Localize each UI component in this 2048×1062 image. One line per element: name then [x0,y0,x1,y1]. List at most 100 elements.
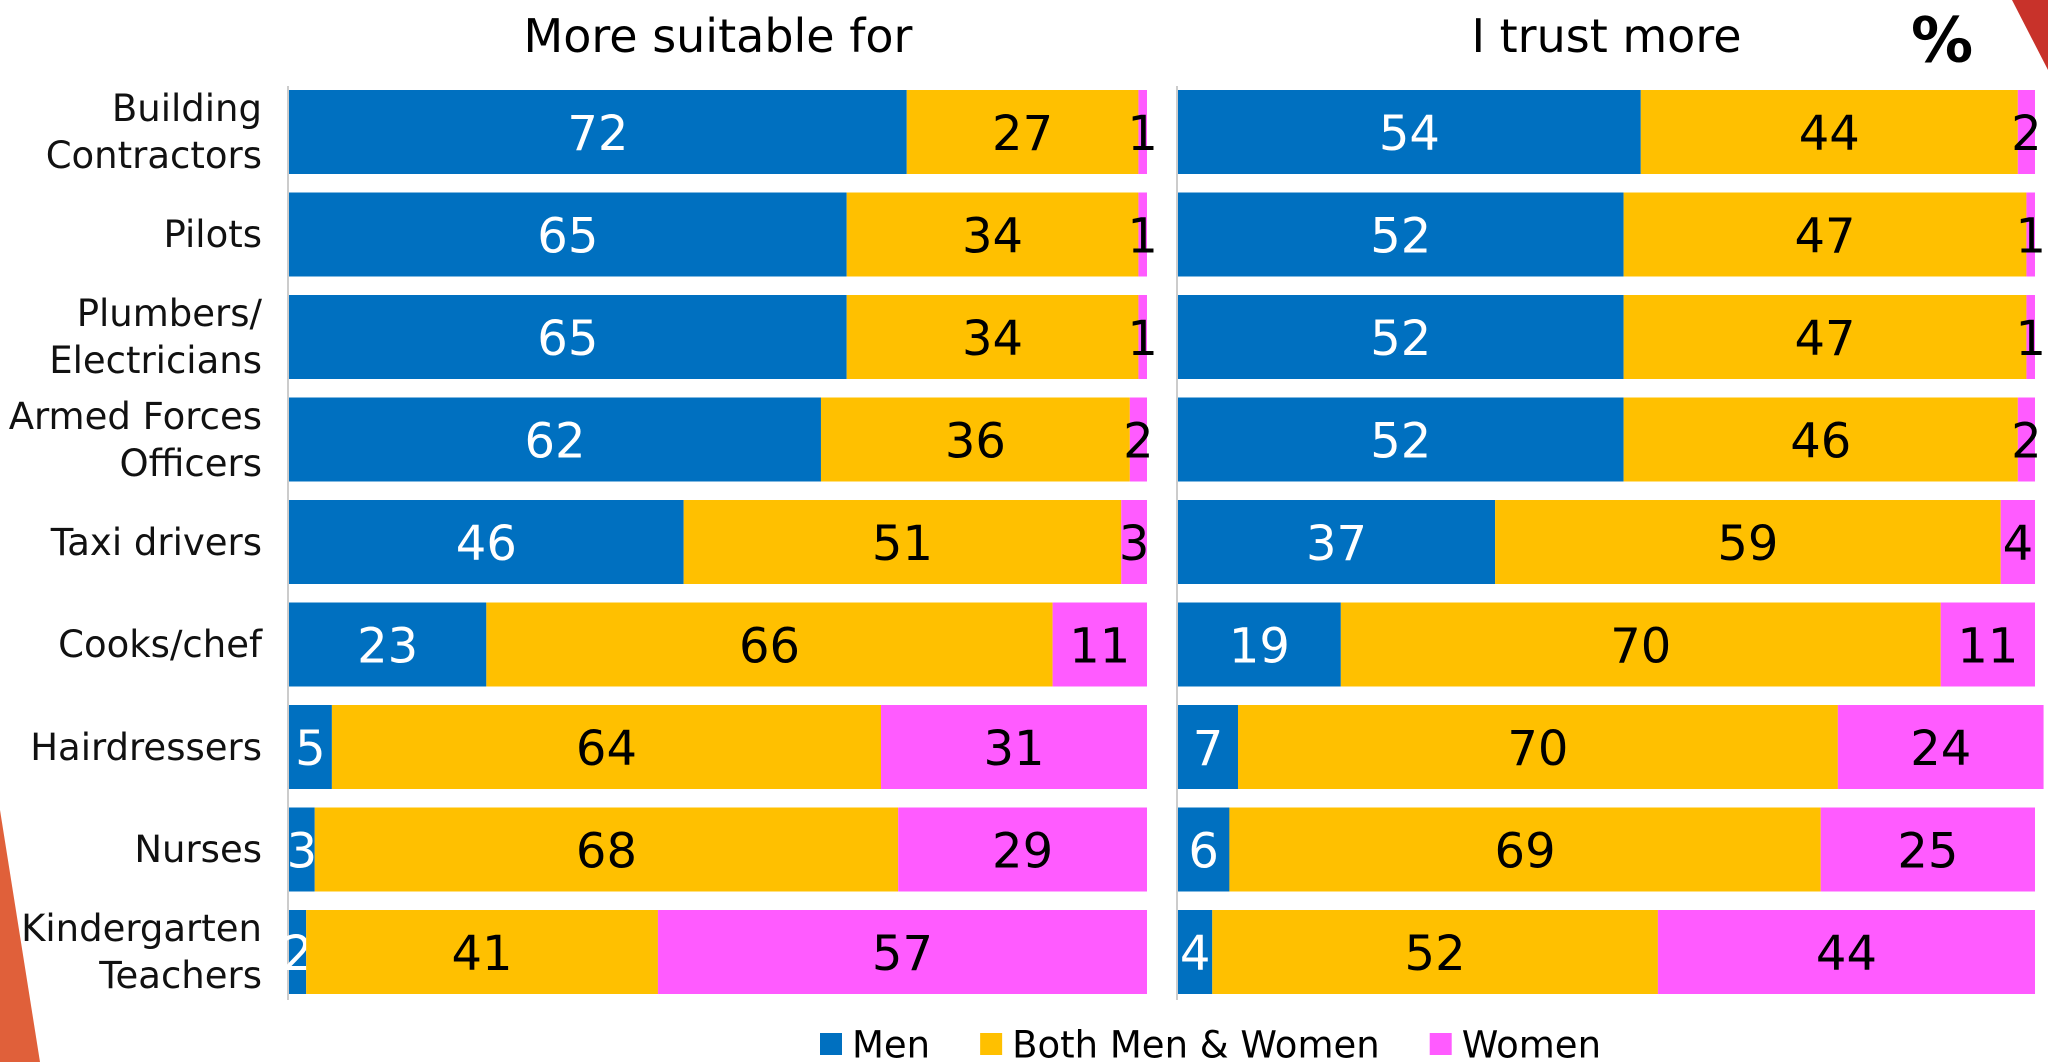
data-label: 3 [1119,516,1150,572]
bar-segment [1940,602,2035,687]
bar-segment [657,910,1147,994]
data-label: 2 [2011,414,2042,470]
bar-segment [1640,90,2018,174]
bar-segment [289,807,315,892]
data-label: 5 [295,721,326,777]
data-label: 41 [452,926,513,982]
bar-segment [1623,397,2018,482]
data-label: 65 [537,311,598,367]
bar-segment [289,602,487,687]
bar-segment [1623,192,2027,277]
data-label: 68 [576,824,637,880]
data-label: 3 [287,824,318,880]
bar-segment [1623,295,2027,379]
data-label: 6 [1188,824,1219,880]
data-label: 7 [1193,721,1224,777]
data-label: 44 [1799,106,1860,162]
bar-segment [1495,500,2001,584]
legend-label: Women [1462,1024,1601,1062]
legend-swatch [1429,1033,1452,1055]
bar-segment [1178,500,1496,584]
data-label: 31 [983,721,1044,777]
data-label: 62 [524,414,585,470]
data-label: 52 [1370,311,1431,367]
bar-segment [1178,602,1341,687]
bar-segment [1229,807,1821,892]
data-label: 1 [1127,311,1158,367]
data-label: 34 [962,311,1023,367]
data-label: 46 [1790,414,1851,470]
data-label: 37 [1306,516,1367,572]
bar-segment [683,500,1122,584]
bar-segment [289,910,307,994]
bar-segment [1121,500,1147,584]
bar-segment [1178,705,1238,789]
bar-segment [1340,602,1941,687]
bar-segment [898,807,1147,892]
category-label: Cooks/chef [58,623,262,666]
category-label: Building Contractors [45,87,262,177]
bar-segment [2000,500,2035,584]
bar-segment [486,602,1053,687]
bar-segment [2026,295,2035,379]
bar-segment [331,705,882,789]
category-label: Armed Forces Officers [8,394,262,485]
bar-segment [846,295,1139,379]
data-label: 19 [1229,619,1290,675]
data-label: 1 [1127,106,1158,162]
decoration [0,810,40,1062]
bar-segment [1178,910,1213,994]
data-label: 69 [1495,824,1556,880]
bar-segment [906,90,1139,174]
data-label: 36 [945,414,1006,470]
bar-segment [1178,90,1641,174]
data-label: 46 [456,516,517,572]
bar-segment [1138,192,1147,277]
data-label: 25 [1897,824,1958,880]
legend-swatch [820,1033,842,1055]
data-label: 24 [1910,721,1971,777]
decoration [2012,0,2048,70]
category-label: Hairdressers [30,725,262,769]
bar-segment [1237,705,1838,789]
bar-segment [289,705,332,789]
data-label: 27 [992,106,1053,162]
bar-segment [881,705,1147,789]
category-label: Kindergarten Teachers [21,907,262,997]
data-label: 34 [962,209,1023,265]
data-label: 4 [1180,926,1211,982]
data-label: 23 [357,619,418,675]
bar-segment [1138,90,1147,174]
bar-segment [1820,807,2035,892]
legend-swatch [980,1033,1003,1055]
data-label: 65 [537,209,598,265]
bar-segment [1212,910,1658,994]
bar-segment [289,192,847,277]
bar-segment [1837,705,2044,789]
data-label: 66 [739,619,800,675]
data-label: 59 [1717,516,1778,572]
data-label: 64 [576,721,637,777]
bar-segment [820,397,1130,482]
bar-segment [1178,295,1624,379]
bar-segment [1178,807,1230,892]
category-label: Nurses [134,828,262,871]
category-label: Plumbers/ Electricians [49,292,262,382]
legend-label: Both Men & Women [1012,1024,1380,1062]
data-label: 1 [1127,209,1158,265]
panel-title: More suitable for [524,9,913,63]
bar-segment [289,397,821,482]
data-label: 54 [1379,106,1440,162]
bar-segment [1138,295,1147,379]
bar-segment [2017,90,2035,174]
data-label: 1 [2015,311,2046,367]
data-label: 57 [872,926,933,982]
bar-segment [1657,910,2035,994]
data-label: 29 [992,824,1053,880]
data-label: 51 [872,516,933,572]
bar-segment [314,807,899,892]
data-label: 70 [1507,721,1568,777]
bar-segment [2017,397,2035,482]
